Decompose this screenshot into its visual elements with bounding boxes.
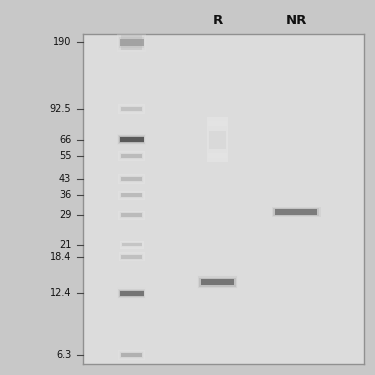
Bar — [120, 176, 143, 182]
Bar — [122, 243, 142, 246]
Bar — [118, 174, 145, 183]
Bar — [199, 278, 236, 286]
Bar — [120, 241, 144, 249]
Text: 21: 21 — [59, 240, 71, 250]
Bar — [121, 354, 142, 357]
Text: 29: 29 — [59, 210, 71, 220]
Bar — [117, 288, 146, 299]
Bar — [120, 352, 143, 358]
Bar — [118, 289, 146, 298]
Text: 43: 43 — [59, 174, 71, 184]
Bar — [209, 126, 226, 153]
Bar — [120, 291, 144, 296]
Bar — [120, 254, 143, 260]
Bar — [119, 351, 144, 359]
Text: 18.4: 18.4 — [50, 252, 71, 262]
Text: 92.5: 92.5 — [50, 104, 71, 114]
Text: 66: 66 — [59, 135, 71, 145]
Text: 6.3: 6.3 — [56, 350, 71, 360]
Bar — [118, 35, 146, 50]
Bar — [120, 137, 144, 142]
Bar — [121, 194, 142, 197]
Text: 55: 55 — [59, 152, 71, 161]
Bar — [121, 213, 142, 217]
Bar — [121, 106, 142, 111]
Bar — [209, 130, 226, 149]
Bar — [270, 206, 322, 219]
Bar — [119, 105, 144, 112]
Bar — [208, 122, 227, 158]
Bar — [201, 279, 234, 285]
Bar — [121, 242, 142, 247]
Bar — [273, 208, 319, 216]
Bar — [121, 154, 142, 158]
Bar — [120, 242, 143, 248]
Bar — [120, 254, 144, 261]
Bar — [122, 255, 142, 259]
Bar — [120, 213, 143, 218]
Bar — [207, 117, 228, 162]
Bar — [120, 193, 143, 198]
Bar — [118, 104, 145, 114]
Bar — [120, 106, 143, 112]
Bar — [119, 252, 145, 261]
Bar — [198, 276, 237, 288]
Bar — [118, 152, 145, 161]
Bar — [119, 211, 144, 219]
Bar — [196, 274, 238, 290]
Bar — [119, 192, 144, 199]
Bar — [275, 209, 317, 215]
Bar — [119, 136, 144, 143]
Bar — [120, 39, 144, 46]
Bar — [272, 207, 321, 218]
Bar — [117, 134, 146, 146]
Text: R: R — [212, 14, 223, 27]
Bar — [119, 37, 144, 48]
Bar — [118, 351, 145, 360]
Bar — [120, 153, 143, 159]
Text: 12.4: 12.4 — [50, 288, 71, 298]
Text: 36: 36 — [59, 190, 71, 200]
Bar — [121, 177, 142, 181]
Bar — [118, 191, 145, 200]
Bar — [118, 135, 146, 144]
Bar — [119, 152, 144, 160]
Bar — [119, 290, 144, 297]
Bar — [117, 33, 146, 51]
Bar — [121, 33, 142, 50]
Bar — [118, 211, 145, 220]
Text: 190: 190 — [53, 38, 71, 48]
Text: NR: NR — [286, 14, 307, 27]
Bar — [119, 176, 144, 183]
